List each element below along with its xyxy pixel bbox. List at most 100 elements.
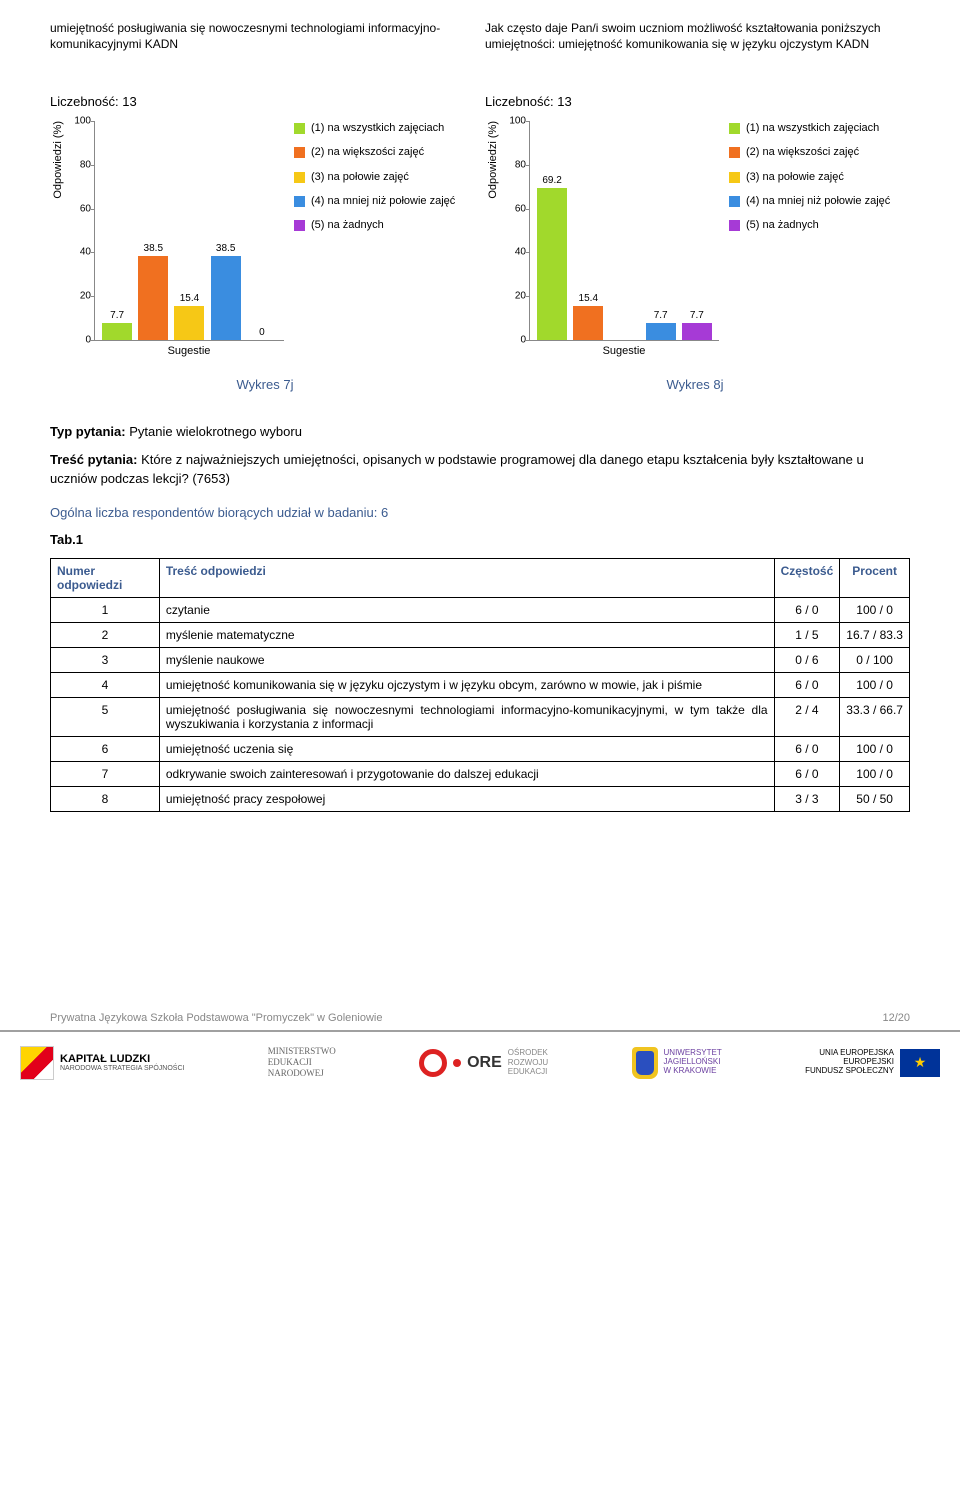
bar-slot: 7.7: [102, 121, 132, 340]
legend-swatch: [294, 196, 305, 207]
cell-procent: 100 / 0: [840, 672, 910, 697]
y-tick-label: 100: [509, 116, 526, 127]
cell-tresc: myślenie matematyczne: [159, 622, 774, 647]
chart-right: Jak często daje Pan/i swoim uczniom możl…: [485, 20, 910, 357]
cell-tresc: umiejętność uczenia się: [159, 736, 774, 761]
cell-procent: 100 / 0: [840, 597, 910, 622]
legend-swatch: [729, 220, 740, 231]
chart-left: umiejętność posługiwania się nowoczesnym…: [50, 20, 475, 357]
cell-czestosc: 1 / 5: [774, 622, 840, 647]
legend-item: (4) na mniej niż połowie zajęć: [294, 194, 475, 208]
y-tick-label: 60: [80, 203, 91, 214]
eu-text: UNIA EUROPEJSKA EUROPEJSKI FUNDUSZ SPOŁE…: [805, 1049, 894, 1075]
bar-value-label: 7.7: [110, 310, 124, 321]
bars: 69.215.47.77.7: [530, 121, 719, 340]
kapital-sub: NARODOWA STRATEGIA SPÓJNOŚCI: [60, 1065, 184, 1072]
chart-right-sub: Liczebność: 13: [485, 94, 910, 109]
chart-left-legend: (1) na wszystkich zajęciach (2) na większ…: [294, 121, 475, 242]
legend-item: (5) na żadnych: [729, 218, 910, 232]
question-block: Typ pytania: Pytanie wielokrotnego wybor…: [50, 422, 910, 550]
legend-item: (1) na wszystkich zajęciach: [729, 121, 910, 135]
bar: [646, 323, 676, 340]
table-row: 4umiejętność komunikowania się w języku …: [51, 672, 910, 697]
legend-item: (1) na wszystkich zajęciach: [294, 121, 475, 135]
bar: [682, 323, 712, 340]
bar-slot: 69.2: [537, 121, 567, 340]
y-ticks: 020406080100: [65, 121, 93, 340]
bar: [102, 323, 132, 340]
cell-numer: 5: [51, 697, 160, 736]
legend-item: (3) na połowie zajęć: [294, 170, 475, 184]
cell-tresc: umiejętność posługiwania się nowoczesnym…: [159, 697, 774, 736]
cell-numer: 4: [51, 672, 160, 697]
bar-slot: 15.4: [174, 121, 204, 340]
table-row: 8umiejętność pracy zespołowej3 / 350 / 5…: [51, 786, 910, 811]
cell-czestosc: 6 / 0: [774, 736, 840, 761]
th-numer: Numer odpowiedzi: [51, 558, 160, 597]
bar-value-label: 7.7: [690, 310, 704, 321]
chart-left-sub: Liczebność: 13: [50, 94, 475, 109]
cell-numer: 7: [51, 761, 160, 786]
uj-shield-icon: [632, 1047, 658, 1079]
bar-slot: 38.5: [138, 121, 168, 340]
chart-left-ylabel: Odpowiedzi (%): [50, 121, 64, 199]
cell-numer: 1: [51, 597, 160, 622]
chart-right-ylabel: Odpowiedzi (%): [485, 121, 499, 199]
legend-item: (2) na większości zajęć: [294, 145, 475, 159]
chart-right-heading: Jak często daje Pan/i swoim uczniom możl…: [485, 20, 910, 76]
results-table: Numer odpowiedzi Treść odpowiedzi Często…: [50, 558, 910, 812]
table-row: 5umiejętność posługiwania się nowoczesny…: [51, 697, 910, 736]
bar-value-label: 69.2: [542, 175, 561, 186]
y-tick-label: 40: [515, 247, 526, 258]
bar-value-label: 0: [259, 327, 265, 338]
legend-swatch: [729, 172, 740, 183]
legend-label: (5) na żadnych: [746, 218, 819, 232]
bar-slot: 0: [247, 121, 277, 340]
chart-right-legend: (1) na wszystkich zajęciach(2) na większ…: [729, 121, 910, 242]
chart-left-heading: umiejętność posługiwania się nowoczesnym…: [50, 20, 475, 76]
chart-captions: Wykres 7j Wykres 8j: [50, 377, 910, 392]
bar-value-label: 15.4: [579, 293, 598, 304]
cell-tresc: umiejętność pracy zespołowej: [159, 786, 774, 811]
cell-procent: 16.7 / 83.3: [840, 622, 910, 647]
cell-tresc: odkrywanie swoich zainteresowań i przygo…: [159, 761, 774, 786]
cell-czestosc: 2 / 4: [774, 697, 840, 736]
bar-value-label: 38.5: [216, 243, 235, 254]
logo-eu: UNIA EUROPEJSKA EUROPEJSKI FUNDUSZ SPOŁE…: [805, 1049, 940, 1077]
bar: [573, 306, 603, 340]
legend-swatch: [729, 123, 740, 134]
cell-czestosc: 3 / 3: [774, 786, 840, 811]
table-row: 2myślenie matematyczne1 / 516.7 / 83.3: [51, 622, 910, 647]
legend-label: (3) na połowie zajęć: [746, 170, 844, 184]
legend-item: (4) na mniej niż połowie zajęć: [729, 194, 910, 208]
ore-circle-icon: [419, 1049, 447, 1077]
ore-small: OŚRODEK ROZWOJU EDUKACJI: [508, 1048, 548, 1077]
footer-left: Prywatna Językowa Szkoła Podstawowa "Pro…: [50, 1012, 382, 1024]
footer-right: 12/20: [882, 1012, 910, 1024]
chart-right-plot: 020406080100 69.215.47.77.7: [529, 121, 719, 341]
cell-numer: 2: [51, 622, 160, 647]
logos-bar: KAPITAŁ LUDZKI NARODOWA STRATEGIA SPÓJNO…: [0, 1030, 960, 1100]
cell-tresc: myślenie naukowe: [159, 647, 774, 672]
table-ref: Tab.1: [50, 530, 910, 550]
logo-ministerstwo: MINISTERSTWO EDUKACJI NARODOWEJ: [268, 1046, 336, 1078]
cell-czestosc: 6 / 0: [774, 761, 840, 786]
cell-czestosc: 6 / 0: [774, 672, 840, 697]
page-footer: Prywatna Językowa Szkoła Podstawowa "Pro…: [0, 1012, 960, 1024]
respondents-line: Ogólna liczba respondentów biorących udz…: [50, 503, 910, 523]
legend-label: (1) na wszystkich zajęciach: [311, 121, 444, 135]
bar-slot: 15.4: [573, 121, 603, 340]
qtype-value: Pytanie wielokrotnego wyboru: [129, 424, 302, 439]
table-row: 1czytanie6 / 0100 / 0: [51, 597, 910, 622]
legend-label: (4) na mniej niż połowie zajęć: [746, 194, 890, 208]
legend-label: (1) na wszystkich zajęciach: [746, 121, 879, 135]
legend-swatch: [729, 147, 740, 158]
kapital-icon: [20, 1046, 54, 1080]
charts-row: umiejętność posługiwania się nowoczesnym…: [50, 20, 910, 357]
cell-procent: 33.3 / 66.7: [840, 697, 910, 736]
bar: [537, 188, 567, 340]
y-tick-label: 80: [515, 159, 526, 170]
cell-tresc: czytanie: [159, 597, 774, 622]
cell-tresc: umiejętność komunikowania się w języku o…: [159, 672, 774, 697]
bar-value-label: 38.5: [144, 243, 163, 254]
